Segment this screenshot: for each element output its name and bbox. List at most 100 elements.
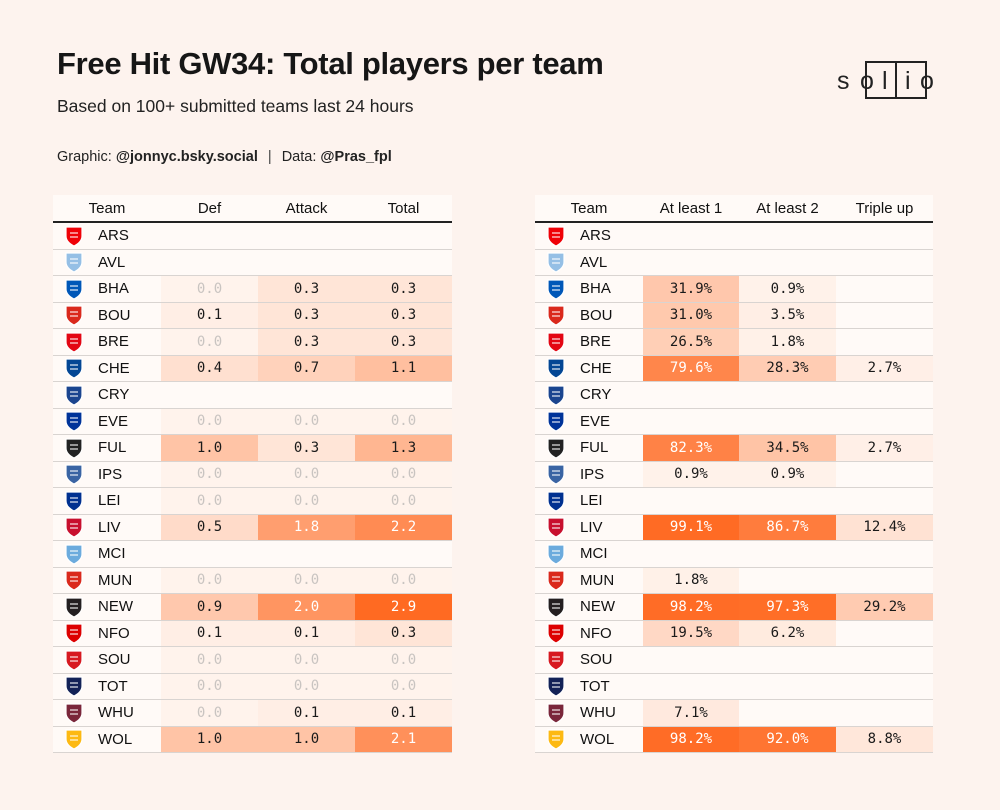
logo-letter-o: o — [860, 67, 874, 95]
value-cell — [836, 699, 933, 727]
table-row: MCI — [535, 540, 933, 568]
value-cell: 0.7 — [258, 355, 355, 382]
table-row: LIV 99.1% 86.7% 12.4% — [535, 514, 933, 541]
value-cell — [643, 408, 739, 435]
table-row: BHA 0.0 0.3 0.3 — [53, 275, 452, 303]
table-row: ARS — [535, 222, 933, 250]
value-cell: 0.3 — [355, 302, 452, 329]
team-abbreviation: CRY — [98, 386, 130, 404]
value-cell: 0.1 — [161, 620, 258, 647]
table-row: NEW 0.9 2.0 2.9 — [53, 593, 452, 621]
column-header-attack: Attack — [258, 195, 355, 223]
value-cell: 0.9% — [643, 461, 739, 488]
value-cell: 8.8% — [836, 726, 933, 753]
graphic-label: Graphic: — [57, 149, 112, 165]
value-cell: 0.1 — [355, 699, 452, 727]
team-abbreviation: NFO — [98, 624, 130, 642]
team-cell: BOU — [535, 302, 643, 329]
table-row: FUL 1.0 0.3 1.3 — [53, 434, 452, 462]
value-cell — [739, 381, 836, 409]
value-cell: 0.1 — [258, 699, 355, 727]
table-row: CRY — [53, 381, 452, 409]
team-abbreviation: LIV — [580, 518, 603, 536]
value-cell — [355, 381, 452, 409]
value-cell — [836, 620, 933, 647]
value-cell — [836, 302, 933, 329]
value-cell: 0.3 — [355, 328, 452, 356]
team-badge-icon — [545, 251, 567, 273]
team-abbreviation: LIV — [98, 518, 121, 536]
team-abbreviation: BRE — [98, 333, 129, 351]
team-cell: ARS — [53, 222, 161, 250]
team-cell: CRY — [53, 381, 161, 409]
table-row: AVL — [53, 249, 452, 276]
table-row: NEW 98.2% 97.3% 29.2% — [535, 593, 933, 621]
value-cell: 1.1 — [355, 355, 452, 382]
value-cell: 0.0 — [355, 673, 452, 700]
value-cell: 29.2% — [836, 593, 933, 621]
team-cell: LIV — [53, 514, 161, 541]
value-cell — [643, 249, 739, 276]
value-cell: 0.0 — [161, 328, 258, 356]
value-cell — [836, 222, 933, 250]
chart-title: Free Hit GW34: Total players per team — [57, 46, 604, 81]
team-cell: WHU — [53, 699, 161, 727]
team-cell: IPS — [53, 461, 161, 488]
team-abbreviation: ARS — [580, 227, 611, 245]
value-cell: 1.8 — [258, 514, 355, 541]
team-badge-icon — [545, 357, 567, 379]
value-cell — [643, 540, 739, 568]
value-cell: 1.0 — [161, 434, 258, 462]
value-cell: 3.5% — [739, 302, 836, 329]
team-badge-icon — [63, 543, 85, 565]
value-cell — [836, 275, 933, 303]
team-badge-icon — [545, 384, 567, 406]
table-row: NFO 19.5% 6.2% — [535, 620, 933, 647]
team-cell: BOU — [53, 302, 161, 329]
table-row: SOU 0.0 0.0 0.0 — [53, 646, 452, 674]
team-abbreviation: MUN — [580, 571, 615, 589]
value-cell — [739, 408, 836, 435]
table-row: MUN 1.8% — [535, 567, 933, 594]
team-abbreviation: BOU — [580, 306, 613, 324]
team-cell: WOL — [53, 726, 161, 753]
team-badge-icon — [545, 649, 567, 671]
table-row: WOL 98.2% 92.0% 8.8% — [535, 726, 933, 753]
value-cell — [643, 487, 739, 515]
team-abbreviation: NFO — [580, 624, 612, 642]
value-cell: 0.5 — [161, 514, 258, 541]
value-cell: 0.1 — [161, 302, 258, 329]
team-cell: SOU — [535, 646, 643, 674]
value-cell: 0.3 — [258, 328, 355, 356]
team-cell: CRY — [535, 381, 643, 409]
value-cell: 0.9 — [161, 593, 258, 621]
value-cell — [836, 381, 933, 409]
team-abbreviation: NEW — [98, 598, 133, 616]
team-abbreviation: MUN — [98, 571, 133, 589]
value-cell: 0.0 — [258, 408, 355, 435]
table-row: MCI — [53, 540, 452, 568]
value-cell: 0.0 — [355, 646, 452, 674]
value-cell: 2.0 — [258, 593, 355, 621]
value-cell: 0.0 — [258, 461, 355, 488]
value-cell: 26.5% — [643, 328, 739, 356]
team-cell: NFO — [535, 620, 643, 647]
value-cell: 1.8% — [739, 328, 836, 356]
team-badge-icon — [545, 728, 567, 750]
graphic-handle: @jonnyc.bsky.social — [115, 149, 258, 165]
data-handle: @Pras_fpl — [320, 149, 392, 165]
team-cell: LEI — [535, 487, 643, 515]
value-cell — [836, 328, 933, 356]
value-cell — [739, 646, 836, 674]
team-abbreviation: EVE — [98, 412, 129, 430]
table-row: CHE 79.6% 28.3% 2.7% — [535, 355, 933, 382]
value-cell — [643, 646, 739, 674]
team-badge-icon — [63, 728, 85, 750]
value-cell — [355, 249, 452, 276]
value-cell — [739, 222, 836, 250]
value-cell: 98.2% — [643, 726, 739, 753]
team-abbreviation: CRY — [580, 386, 612, 404]
value-cell — [739, 249, 836, 276]
team-cell: MCI — [53, 540, 161, 568]
team-badge-icon — [545, 278, 567, 300]
